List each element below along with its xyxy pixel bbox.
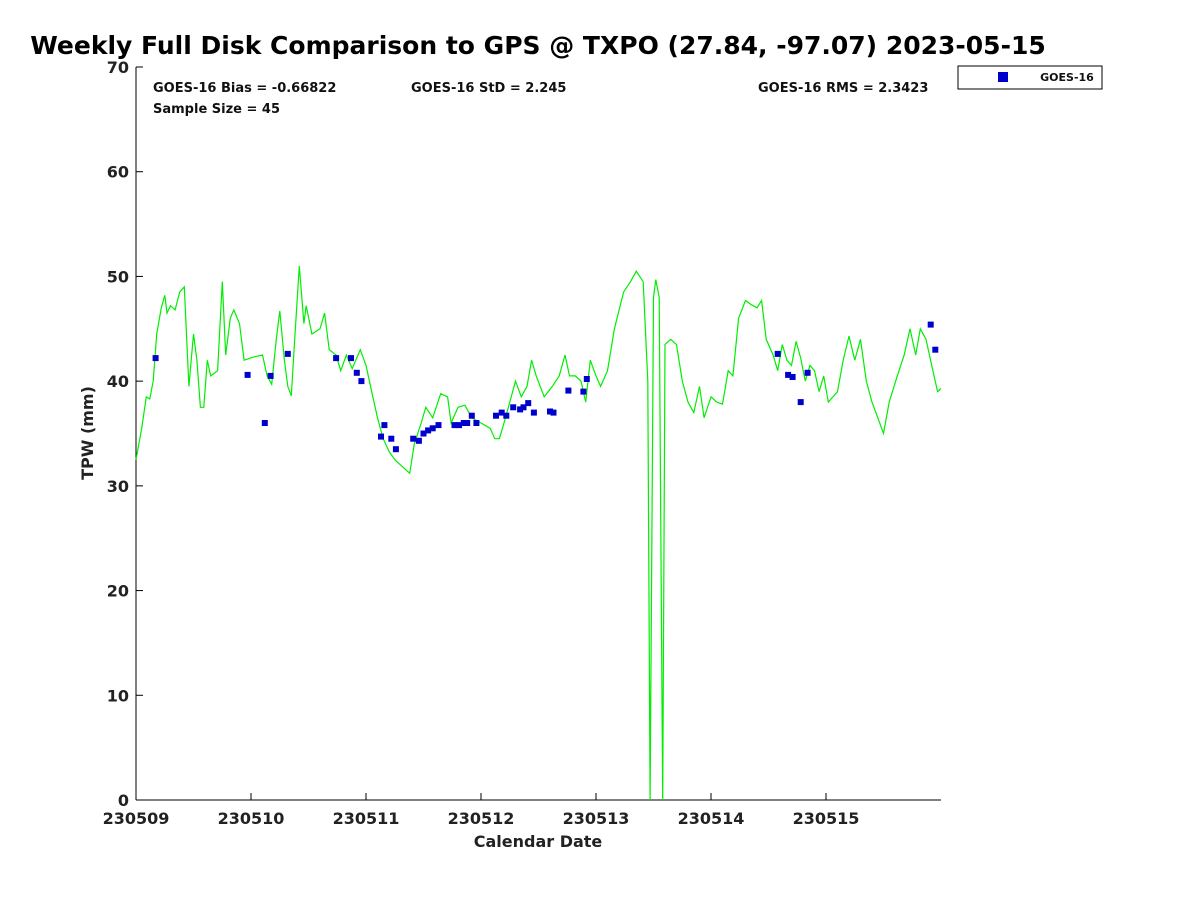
goes16-point (503, 412, 510, 419)
goes16-point (927, 321, 934, 328)
legend: GOES-16 (957, 65, 1103, 90)
y-tick-label: 50 (107, 267, 129, 286)
goes16-point (547, 408, 553, 415)
goes16-point (785, 371, 792, 378)
y-tick-label: 0 (118, 791, 129, 810)
goes16-point (435, 422, 442, 429)
goes16-point (510, 404, 517, 411)
y-tick-label: 10 (107, 686, 129, 705)
legend-box (957, 65, 1103, 90)
chart-title: Weekly Full Disk Comparison to GPS @ TXP… (30, 31, 1045, 60)
goes16-point (468, 412, 475, 419)
rms-label: GOES-16 RMS = 2.3423 (758, 81, 928, 96)
y-tick-label: 40 (107, 372, 129, 391)
goes16-point (550, 409, 557, 416)
goes16-point (583, 376, 590, 382)
goes16-point (525, 400, 532, 407)
goes16-point (244, 371, 251, 378)
plot-area: 0 10 20 30 40 50 60 70 230509 230510 230511 230512 2… (103, 58, 942, 828)
goes16-point (456, 422, 463, 429)
x-tick-label: 230515 (793, 809, 860, 828)
goes16-point (388, 435, 395, 442)
goes16-point (353, 369, 360, 376)
x-tick-label: 230512 (448, 809, 515, 828)
goes16-point (348, 355, 354, 362)
goes16-point (493, 412, 499, 419)
goes16-point (932, 346, 939, 353)
goes16-point (378, 433, 384, 440)
goes16-point (520, 404, 527, 411)
goes16-point (392, 446, 399, 453)
goes16-point (460, 420, 467, 426)
goes16-point (804, 369, 811, 376)
goes16-point (152, 355, 159, 362)
goes16-point (267, 372, 274, 379)
goes16-point (530, 409, 537, 416)
goes16-point (774, 350, 781, 357)
bias-label: GOES-16 Bias = -0.66822 (153, 81, 336, 96)
y-tick-label: 60 (107, 163, 129, 182)
x-tick-label: 230510 (218, 809, 285, 828)
x-tick-label: 230509 (103, 809, 170, 828)
goes16-point (381, 422, 388, 429)
x-tick-label: 230513 (563, 809, 630, 828)
y-tick-label: 70 (107, 58, 129, 77)
goes16-point (333, 355, 340, 362)
goes16-point (580, 388, 587, 395)
goes16-point (797, 399, 804, 406)
goes16-point (565, 387, 572, 394)
goes16-point (517, 406, 524, 413)
goes16-point (420, 430, 427, 437)
goes16-point (261, 420, 268, 426)
legend-entry-goes16: GOES-16 (1040, 71, 1094, 84)
sample-size-label: Sample Size = 45 (153, 102, 280, 117)
x-axis-label: Calendar Date (474, 832, 603, 851)
goes16-point (451, 422, 458, 429)
goes16-point (464, 420, 471, 426)
goes16-point (415, 437, 422, 444)
goes16-point (410, 435, 417, 442)
y-tick-label: 30 (107, 477, 129, 496)
goes16-point (789, 374, 796, 380)
goes16-point (425, 427, 432, 434)
gps-tpw-line (135, 265, 942, 801)
y-axis-label: TPW (mm) (78, 386, 97, 480)
goes16-point (473, 420, 480, 426)
legend-marker (998, 72, 1008, 82)
goes16-point (284, 350, 291, 357)
std-label: GOES-16 StD = 2.245 (411, 81, 566, 96)
goes16-point (358, 378, 365, 385)
goes16-point (498, 409, 505, 416)
goes16-point (429, 425, 436, 432)
x-tick-label: 230511 (333, 809, 400, 828)
y-tick-label: 20 (107, 582, 129, 601)
x-tick-label: 230514 (678, 809, 745, 828)
